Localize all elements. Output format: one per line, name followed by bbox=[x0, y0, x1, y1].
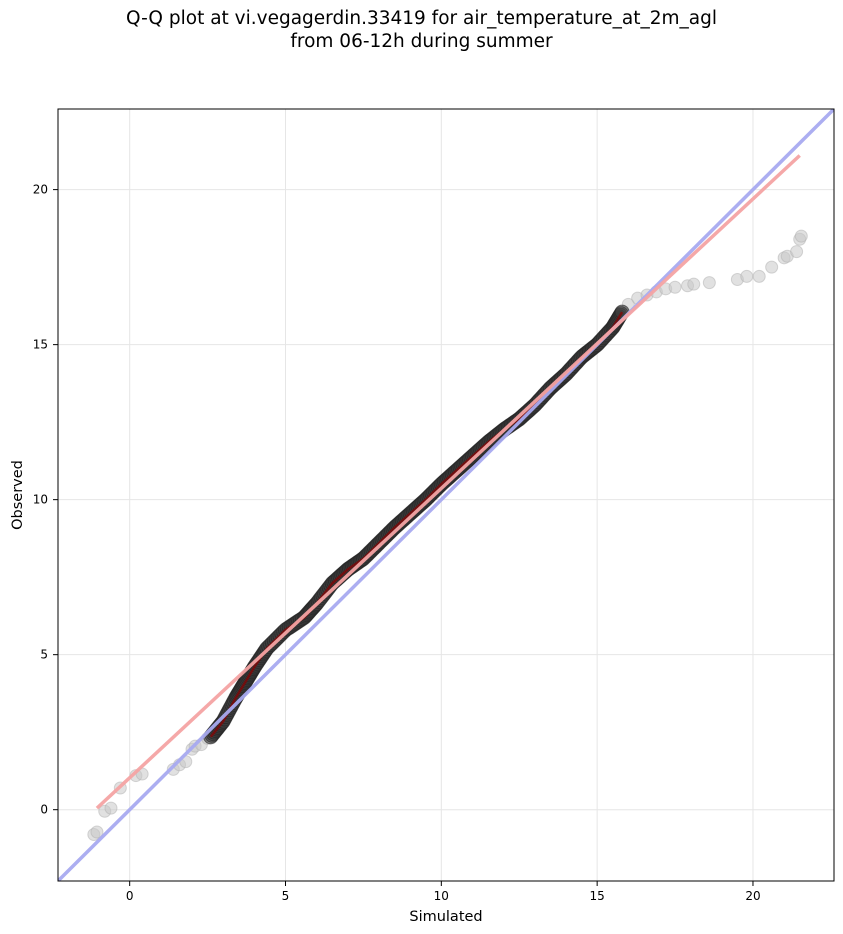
tail-point bbox=[688, 278, 700, 290]
y-tick-label: 15 bbox=[33, 338, 48, 352]
tail-point bbox=[669, 281, 681, 293]
tail-point bbox=[766, 261, 778, 273]
x-tick-label: 20 bbox=[745, 889, 760, 903]
tail-points bbox=[88, 230, 807, 840]
tail-point bbox=[741, 270, 753, 282]
y-tick-label: 5 bbox=[40, 648, 48, 662]
y-ticks: 0 5 10 15 20 bbox=[33, 183, 58, 817]
x-tick-label: 0 bbox=[126, 889, 134, 903]
tail-point bbox=[703, 277, 715, 289]
tail-point bbox=[791, 246, 803, 258]
y-tick-label: 20 bbox=[33, 183, 48, 197]
tail-point bbox=[795, 230, 807, 242]
x-ticks: 0 5 10 15 20 bbox=[126, 881, 761, 903]
tail-point bbox=[753, 270, 765, 282]
lines bbox=[58, 109, 834, 881]
fit-line bbox=[97, 156, 800, 809]
x-axis-label: Simulated bbox=[409, 909, 482, 925]
y-tick-label: 0 bbox=[40, 803, 48, 817]
tail-point bbox=[105, 802, 117, 814]
x-tick-label: 10 bbox=[434, 889, 449, 903]
y-axis-label: Observed bbox=[10, 460, 26, 530]
y-tick-label: 10 bbox=[33, 493, 48, 507]
x-tick-label: 5 bbox=[282, 889, 290, 903]
x-tick-label: 15 bbox=[590, 889, 605, 903]
reference-line bbox=[58, 109, 834, 881]
plot-area bbox=[58, 109, 834, 881]
